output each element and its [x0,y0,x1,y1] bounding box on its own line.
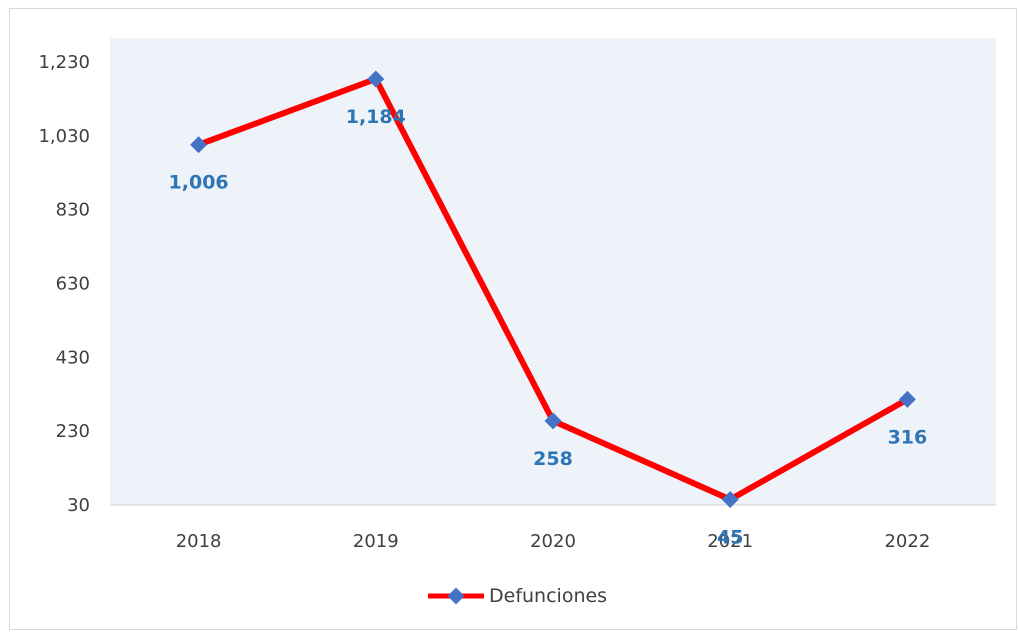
data-label-2021: 45 [717,526,743,548]
data-label-2022: 316 [888,426,928,448]
legend: Defunciones [428,585,607,607]
data-point-2021 [721,490,739,508]
y-tick-label: 1,030 [38,126,90,147]
x-tick-label: 2021 [707,531,753,552]
data-label-2020: 258 [533,448,573,470]
y-tick-label: 1,230 [38,52,90,73]
plot-area [110,38,996,505]
legend-label: Defunciones [489,585,607,607]
data-labels: 1,006 1,184 258 45 316 [169,106,928,548]
x-tick-label: 2020 [530,531,576,552]
y-axis-tick-labels: 1,230 1,030 830 630 430 230 30 [38,52,90,516]
y-tick-label: 830 [56,200,90,221]
y-tick-label: 430 [56,347,90,368]
y-tick-label: 230 [56,421,90,442]
x-axis-tick-labels: 2018 2019 2020 2021 2022 [176,531,931,552]
data-label-2018: 1,006 [169,172,229,194]
data-point-2019 [367,70,385,88]
x-tick-label: 2018 [176,531,222,552]
data-label-2019: 1,184 [346,106,406,128]
data-point-2022 [898,390,916,408]
legend-marker-swatch [447,587,465,605]
series-defunciones [190,70,916,508]
y-tick-label: 630 [56,274,90,295]
data-point-2018 [190,136,208,154]
y-tick-label: 30 [67,495,90,516]
x-tick-label: 2022 [884,531,930,552]
data-point-2020 [544,412,562,430]
x-tick-label: 2019 [353,531,399,552]
